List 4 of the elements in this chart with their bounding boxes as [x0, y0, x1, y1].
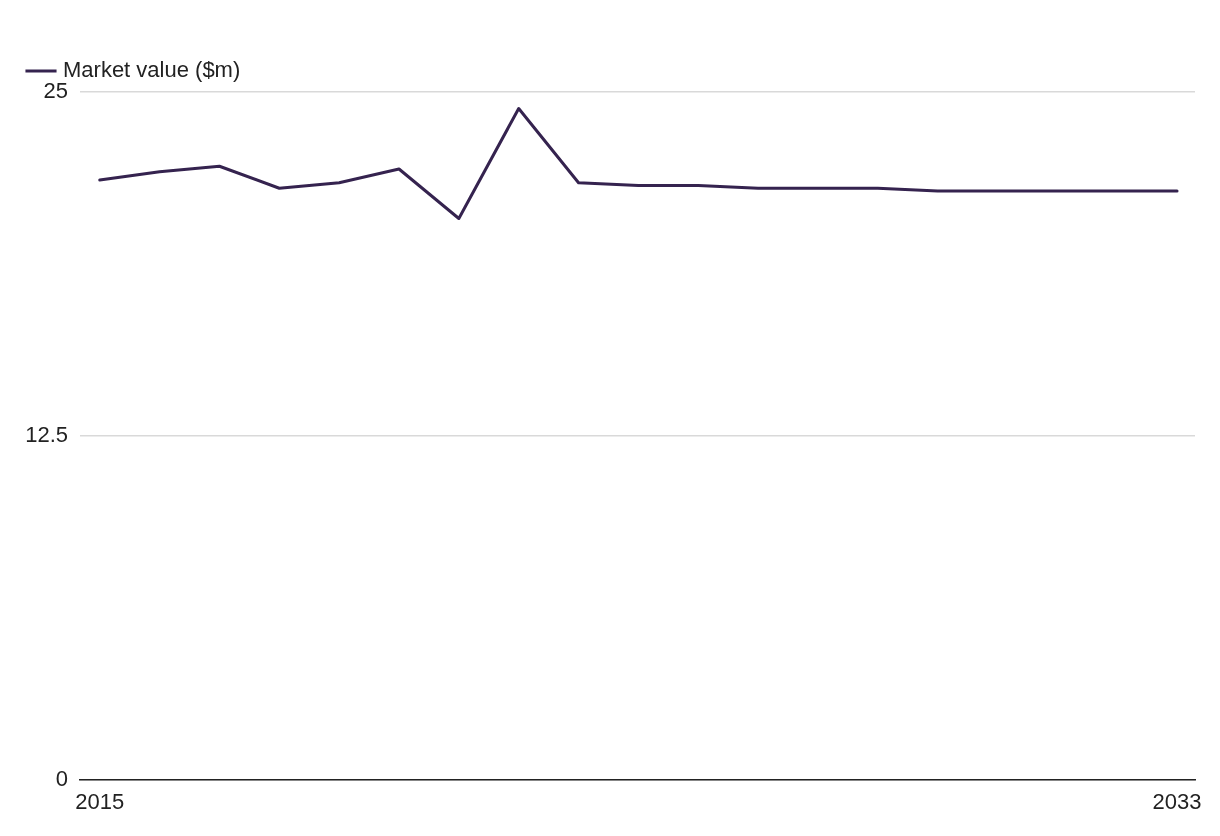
- x-tick-label: 2033: [1152, 788, 1202, 814]
- y-tick-label: 0: [55, 765, 68, 791]
- y-tick-label: 12.5: [25, 421, 68, 447]
- x-tick-label: 2015: [75, 788, 125, 814]
